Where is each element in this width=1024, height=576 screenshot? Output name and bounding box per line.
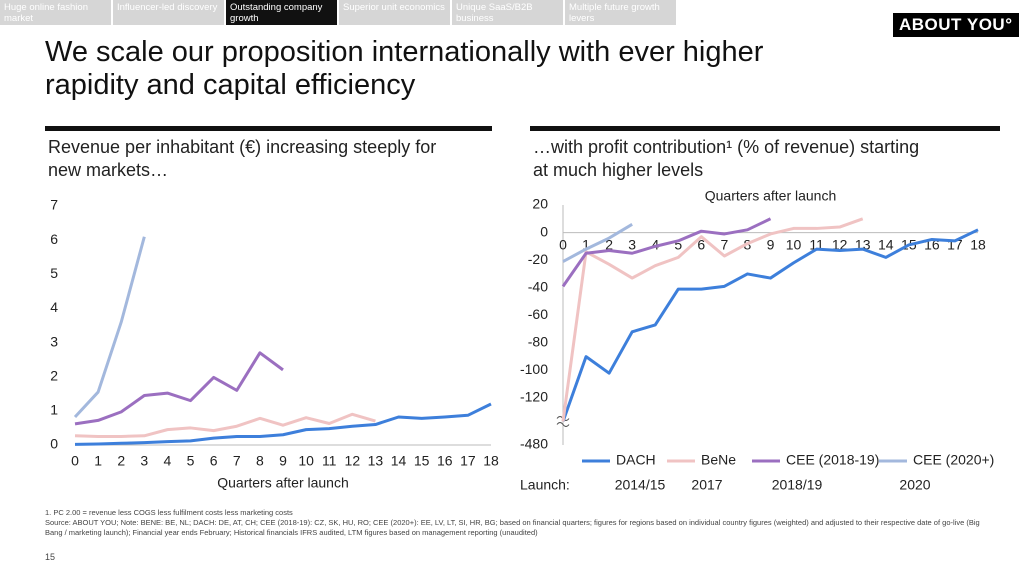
launch-year: 2020 bbox=[899, 477, 930, 493]
legend-label: CEE (2018-19) bbox=[786, 452, 879, 468]
legend-label: CEE (2020+) bbox=[913, 452, 994, 468]
x-tick-label: 2 bbox=[117, 453, 125, 469]
series-line bbox=[562, 223, 633, 263]
x-tick-label: 6 bbox=[210, 453, 218, 469]
x-tick-label: 7 bbox=[233, 453, 241, 469]
y-tick-label: 0 bbox=[540, 223, 548, 239]
x-tick-label: 1 bbox=[582, 236, 590, 252]
y-tick-label: 2 bbox=[50, 367, 58, 383]
series-line bbox=[561, 217, 772, 288]
series-line bbox=[74, 402, 492, 446]
x-tick-label: 16 bbox=[437, 453, 453, 469]
launch-label: Launch: bbox=[520, 477, 570, 493]
x-axis-label: Quarters after launch bbox=[217, 475, 349, 491]
legend-label: BeNe bbox=[701, 452, 736, 468]
series-line bbox=[73, 236, 146, 419]
y-tick-label: 4 bbox=[50, 299, 58, 315]
series-line bbox=[561, 228, 979, 423]
page-number: 15 bbox=[45, 552, 56, 562]
y-tick-label: 7 bbox=[50, 197, 58, 213]
slide-title: We scale our proposition internationally… bbox=[45, 36, 764, 101]
x-tick-label: 1 bbox=[94, 453, 102, 469]
x-tick-label: 3 bbox=[140, 453, 148, 469]
launch-year: 2014/15 bbox=[615, 477, 666, 493]
x-tick-label: 2 bbox=[605, 236, 613, 252]
x-tick-label: 5 bbox=[674, 236, 682, 252]
x-tick-label: 10 bbox=[298, 453, 314, 469]
chart-title: Revenue per inhabitant (€) increasing st… bbox=[48, 137, 437, 180]
nav-tab[interactable]: Multiple future growth levers bbox=[565, 0, 676, 25]
y-tick-label: 5 bbox=[50, 265, 58, 281]
series-line bbox=[74, 351, 284, 426]
footnote: 1. PC 2.00 = revenue less COGS less fulf… bbox=[45, 508, 293, 517]
x-tick-label: 12 bbox=[345, 453, 361, 469]
divider bbox=[530, 126, 1000, 131]
launch-year: 2018/19 bbox=[772, 477, 823, 493]
x-tick-label: 14 bbox=[878, 236, 894, 252]
x-tick-label: 17 bbox=[460, 453, 476, 469]
launch-year: 2017 bbox=[691, 477, 722, 493]
x-tick-label: 10 bbox=[786, 236, 802, 252]
x-tick-label: 8 bbox=[256, 453, 264, 469]
x-tick-label: 3 bbox=[628, 236, 636, 252]
x-tick-label: 5 bbox=[187, 453, 195, 469]
series-line bbox=[74, 412, 376, 438]
chart-title: …with profit contribution¹ (% of revenue… bbox=[533, 137, 920, 180]
nav-tab[interactable]: Outstanding company growth bbox=[226, 0, 337, 25]
x-tick-label: 7 bbox=[720, 236, 728, 252]
nav-tab[interactable]: Huge online fashion market bbox=[0, 0, 111, 25]
y-tick-label: 20 bbox=[532, 196, 548, 212]
x-tick-label: 15 bbox=[414, 453, 430, 469]
x-tick-label: 6 bbox=[697, 236, 705, 252]
x-tick-label: 11 bbox=[322, 453, 337, 469]
y-tick-label: -120 bbox=[520, 389, 548, 405]
x-tick-label: 0 bbox=[559, 236, 567, 252]
y-tick-label: -40 bbox=[528, 278, 548, 294]
x-tick-label: 4 bbox=[164, 453, 172, 469]
x-tick-label: 0 bbox=[71, 453, 79, 469]
nav-tab[interactable]: Superior unit economics bbox=[339, 0, 450, 25]
x-tick-label: 9 bbox=[767, 236, 775, 252]
x-tick-label: 13 bbox=[368, 453, 384, 469]
y-tick-label: -20 bbox=[528, 251, 548, 267]
divider bbox=[45, 126, 492, 131]
x-tick-label: 4 bbox=[651, 236, 659, 252]
x-tick-label: 14 bbox=[391, 453, 407, 469]
y-tick-label: 3 bbox=[50, 333, 58, 349]
y-tick-label: -60 bbox=[528, 306, 548, 322]
y-tick-label: 0 bbox=[50, 436, 58, 452]
y-tick-label: -80 bbox=[528, 334, 548, 350]
y-tick-label: 6 bbox=[50, 231, 58, 247]
y-tick-label: -480 bbox=[520, 436, 548, 452]
x-tick-label: 9 bbox=[279, 453, 287, 469]
x-tick-label: 18 bbox=[970, 236, 986, 252]
nav-tab[interactable]: Unique SaaS/B2B business bbox=[452, 0, 563, 25]
logo: ABOUT YOU° bbox=[893, 13, 1019, 37]
footnote: Source: ABOUT YOU; Note: BENE: BE, NL; D… bbox=[45, 518, 980, 537]
series-line bbox=[561, 217, 864, 422]
y-tick-label: 1 bbox=[50, 402, 58, 418]
x-axis-label: Quarters after launch bbox=[705, 188, 837, 204]
legend-label: DACH bbox=[616, 452, 656, 468]
y-tick-label: -100 bbox=[520, 361, 548, 377]
x-tick-label: 12 bbox=[832, 236, 848, 252]
nav-tab[interactable]: Influencer-led discovery bbox=[113, 0, 224, 25]
x-tick-label: 18 bbox=[483, 453, 499, 469]
